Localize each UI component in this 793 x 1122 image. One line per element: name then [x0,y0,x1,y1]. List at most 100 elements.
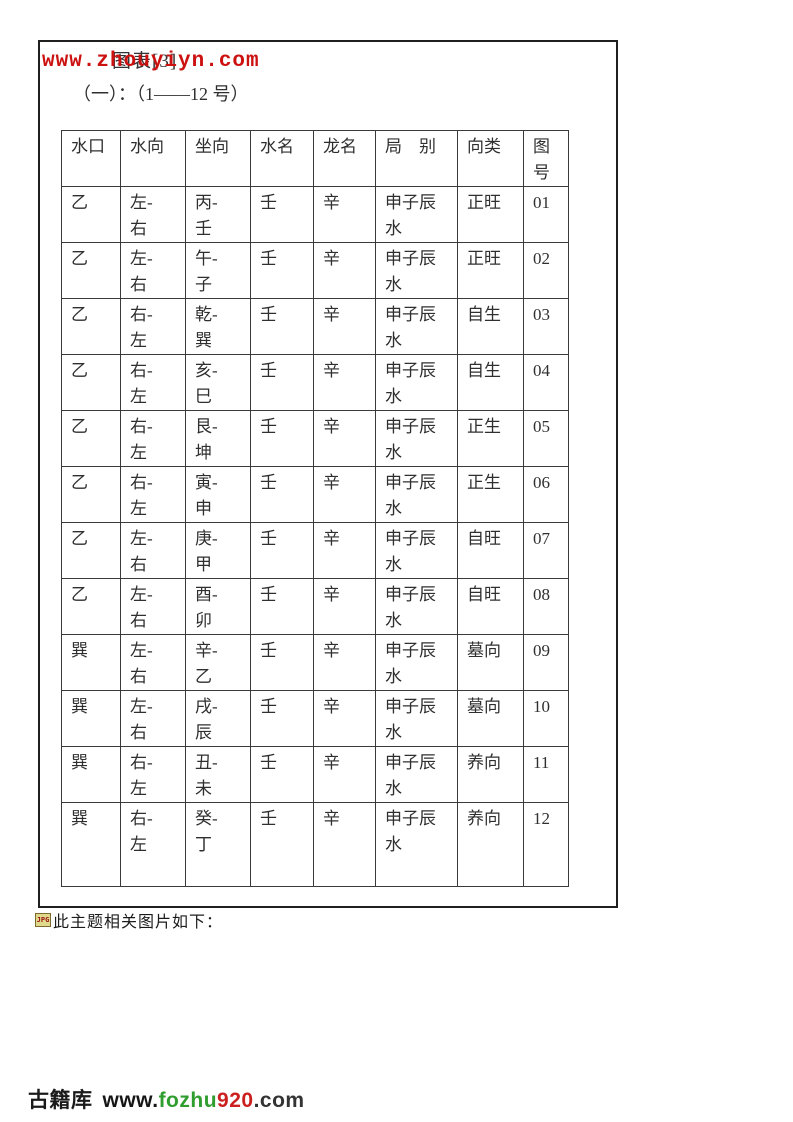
table-cell: 02 [523,242,569,299]
footer-url-name: fozhu [158,1089,218,1112]
table-cell: 07 [523,522,569,579]
table-row: 巽左- 右辛- 乙壬辛申子辰 水墓向 09 [61,634,569,691]
table-cell: 辛 [313,466,376,523]
table-row: 乙左- 右庚- 甲壬辛申子辰 水自旺 07 [61,522,569,579]
table-header: 水口 水向 坐向 水名 龙名局 别向类图 号 [61,130,569,187]
table-cell: 壬 [250,634,314,691]
table-cell: 壬 [250,298,314,355]
table-row: 乙左- 右酉- 卯壬辛申子辰 水自旺 08 [61,578,569,635]
table-cell: 03 [523,298,569,355]
table-cell: 亥- 巳 [185,354,251,411]
data-table: 水口 水向 坐向 水名 龙名局 别向类图 号 乙左- 右丙- 壬壬辛申子辰 水正旺 01 乙… [61,130,569,887]
table-cell: 辛 [313,690,376,747]
table-cell: 壬 [250,242,314,299]
column-header: 水向 [120,130,186,187]
table-cell: 申子辰 水 [375,242,458,299]
table-header-row: 水口 水向 坐向 水名 龙名局 别向类图 号 [61,130,569,187]
table-cell: 辛- 乙 [185,634,251,691]
table-cell: 自生 [457,354,524,411]
table-cell: 乙 [61,242,121,299]
table-cell: 辛 [313,354,376,411]
table-cell: 左- 右 [120,242,186,299]
table-cell: 乙 [61,522,121,579]
table-cell: 丙- 壬 [185,186,251,243]
column-header: 坐向 [185,130,251,187]
table-cell: 左- 右 [120,634,186,691]
table-row: 乙右- 左寅- 申壬辛申子辰 水正生 06 [61,466,569,523]
table-cell: 辛 [313,802,376,887]
table-cell: 申子辰 水 [375,690,458,747]
related-images-text: 此主题相关图片如下： [53,914,224,931]
footer-url-number: 920 [217,1089,254,1112]
table-cell: 自旺 [457,522,524,579]
table-cell: 辛 [313,186,376,243]
table-cell: 乙 [61,354,121,411]
table-cell: 09 [523,634,569,691]
table-cell: 06 [523,466,569,523]
table-row: 巽左- 右戌- 辰壬辛申子辰 水墓向 10 [61,690,569,747]
table-cell: 壬 [250,690,314,747]
table-cell: 墓向 [457,634,524,691]
table-cell: 庚- 甲 [185,522,251,579]
related-images-line: JPG 此主题相关图片如下： [35,908,223,932]
table-cell: 左- 右 [120,690,186,747]
table-cell: 05 [523,410,569,467]
table-cell: 辛 [313,410,376,467]
table-row: 乙左- 右午- 子壬辛申子辰 水正旺 02 [61,242,569,299]
table-cell: 丑- 未 [185,746,251,803]
table-cell: 壬 [250,802,314,887]
table-cell: 壬 [250,466,314,523]
table-cell: 辛 [313,634,376,691]
column-header: 水口 [61,130,121,187]
table-cell: 壬 [250,522,314,579]
column-header: 龙名 [313,130,376,187]
table-cell: 养向 [457,802,524,887]
table-cell: 左- 右 [120,578,186,635]
column-header: 局 别 [375,130,458,187]
site-watermark-footer: 古籍库 www.fozhu920.com [28,1084,305,1114]
table-cell: 辛 [313,522,376,579]
table-cell: 壬 [250,410,314,467]
footer-url-www: www. [102,1089,159,1112]
table-cell: 申子辰 水 [375,522,458,579]
table-cell: 自生 [457,298,524,355]
column-header: 水名 [250,130,314,187]
table-cell: 08 [523,578,569,635]
table-row: 巽右- 左癸- 丁壬辛申子辰 水养向 12 [61,802,569,887]
table-cell: 辛 [313,578,376,635]
table-cell: 正生 [457,410,524,467]
table-cell: 壬 [250,746,314,803]
table-row: 乙右- 左乾- 巽壬辛申子辰 水自生 03 [61,298,569,355]
table-cell: 酉- 卯 [185,578,251,635]
table-cell: 申子辰 水 [375,466,458,523]
page-subtitle: （一）：（1——12 号） [73,84,249,104]
table-cell: 右- 左 [120,466,186,523]
table-cell: 乙 [61,410,121,467]
table-cell: 申子辰 水 [375,634,458,691]
table-row: 乙右- 左艮- 坤壬辛申子辰 水正生 05 [61,410,569,467]
table-cell: 午- 子 [185,242,251,299]
table-cell: 乙 [61,298,121,355]
table-cell: 10 [523,690,569,747]
table-cell: 自旺 [457,578,524,635]
table-cell: 申子辰 水 [375,410,458,467]
table-cell: 巽 [61,802,121,887]
table-cell: 右- 左 [120,298,186,355]
table-cell: 乙 [61,186,121,243]
table-cell: 申子辰 水 [375,802,458,887]
table-cell: 正旺 [457,242,524,299]
table-cell: 壬 [250,578,314,635]
table-cell: 左- 右 [120,186,186,243]
table-cell: 申子辰 水 [375,354,458,411]
table-cell: 辛 [313,242,376,299]
table-cell: 乙 [61,466,121,523]
table-cell: 04 [523,354,569,411]
column-header: 图 号 [523,130,569,187]
watermark-text: www.zhouyiyn.com [42,50,260,73]
table-cell: 巽 [61,746,121,803]
table-cell: 右- 左 [120,354,186,411]
column-header: 向类 [457,130,524,187]
table-cell: 壬 [250,354,314,411]
table-cell: 申子辰 水 [375,746,458,803]
